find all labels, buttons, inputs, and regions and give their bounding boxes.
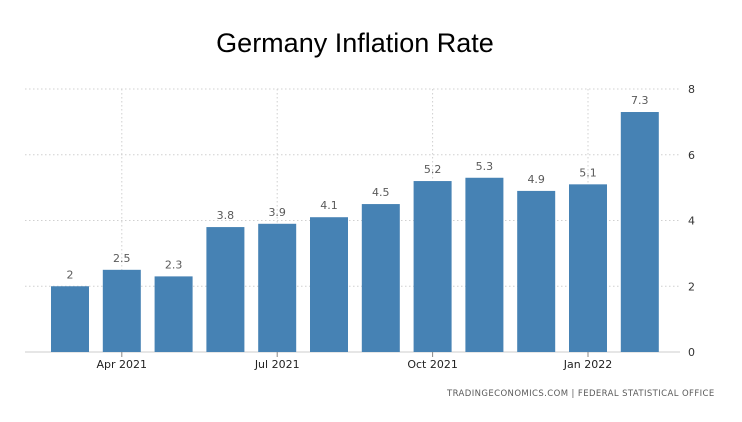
data-labels: 2 2.5 2.3 3.8 3.9 4.1 4.5 5.2 5.3 4.9 5.1 7.3 <box>67 94 649 281</box>
bar-aug-2021[interactable] <box>310 217 348 352</box>
data-label: 4.9 <box>527 173 545 186</box>
data-label: 4.5 <box>372 186 390 199</box>
data-label: 4.1 <box>320 199 338 212</box>
bar-feb-2022[interactable] <box>620 112 659 352</box>
x-axis-ticks: Apr 2021 Jul 2021 Oct 2021 Jan 2022 <box>97 352 612 371</box>
x-tick-label: Jan 2022 <box>563 358 612 371</box>
bar-dec-2021[interactable] <box>517 190 556 352</box>
bar-apr-2021[interactable] <box>102 269 141 352</box>
data-label: 3.8 <box>217 209 235 222</box>
bar-may-2021[interactable] <box>154 276 193 352</box>
source-note: TRADINGECONOMICS.COM | FEDERAL STATISTIC… <box>447 389 715 399</box>
x-tick-label: Jul 2021 <box>254 358 300 371</box>
data-label: 2.5 <box>113 252 131 265</box>
bar-sep-2021[interactable] <box>361 204 400 352</box>
x-tick-label: Apr 2021 <box>97 358 148 371</box>
y-axis-ticks: 0 2 4 6 8 <box>688 83 695 359</box>
bar-mar-2021[interactable] <box>51 286 89 352</box>
data-label: 2 <box>67 268 74 281</box>
bar-nov-2021[interactable] <box>465 177 504 352</box>
bar-oct-2021[interactable] <box>413 181 452 352</box>
bar-jun-2021[interactable] <box>206 227 245 352</box>
y-tick-label: 2 <box>688 280 695 293</box>
bars <box>51 112 659 352</box>
data-label: 3.9 <box>268 206 286 219</box>
bar-jan-2022[interactable] <box>569 184 607 352</box>
y-tick-label: 8 <box>688 83 695 96</box>
y-tick-label: 0 <box>688 346 695 359</box>
data-label: 2.3 <box>165 258 183 271</box>
y-tick-label: 4 <box>688 215 695 228</box>
x-tick-label: Oct 2021 <box>407 358 458 371</box>
data-label: 5.2 <box>424 163 442 176</box>
data-label: 5.1 <box>579 166 597 179</box>
data-label: 5.3 <box>476 160 494 173</box>
chart-title: Germany Inflation Rate <box>216 28 494 58</box>
y-tick-label: 6 <box>688 149 695 162</box>
bar-jul-2021[interactable] <box>258 223 297 352</box>
data-label: 7.3 <box>631 94 649 107</box>
